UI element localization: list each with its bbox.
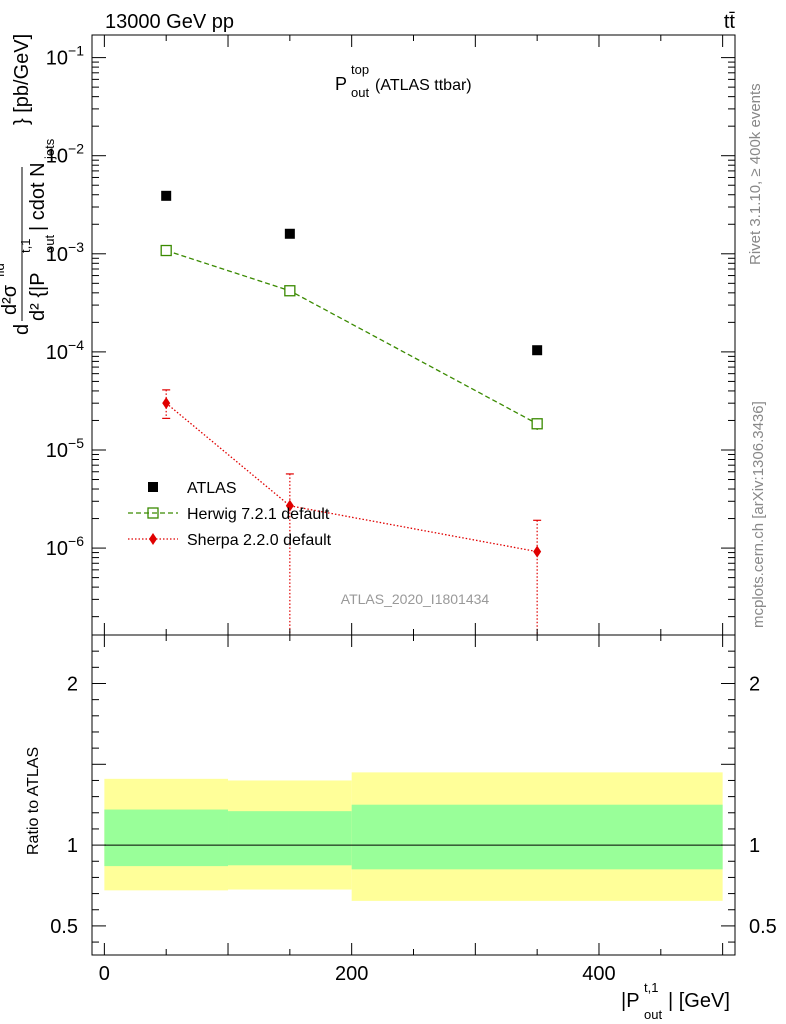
ylabel-numerator: d²σ [0,284,21,315]
sherpa-point [162,397,171,410]
y-axis-label: d d²σ fid d² {|P t,1 out | cdot N jets }… [0,34,57,335]
xlabel-main: |P [621,990,640,1012]
herwig-point [531,418,543,430]
ratio-y-tick-label-right: 2 [749,673,760,695]
title-main: P [335,74,347,94]
ylabel-sub: out [42,235,57,253]
sherpa-point [533,545,542,558]
herwig-point [284,285,296,297]
x-tick-label: 400 [582,963,615,985]
ratio-y-tick-label: 1 [67,835,78,857]
title-sup: top [351,62,369,77]
rivet-label: Rivet 3.1.10, ≥ 400k events [747,83,764,265]
ratio-panel: 0 200 400 0.5 0.5 1 1 2 2 Ratio to ATLAS |P t,1 … [25,634,777,1022]
analysis-id: ATLAS_2020_I1801434 [341,591,490,607]
plot-title: P top out (ATLAS ttbar) [335,62,472,100]
ratio-y-tick-label-right: 0.5 [749,916,777,938]
sherpa-line [165,402,538,553]
ylabel-denominator: d² {|P [27,272,49,321]
legend-marker-sherpa [149,533,157,545]
ratio-plot-marks [104,772,723,901]
main-panel: 10−1 10−2 10−3 10−4 10−5 10−6 P top out (ATLA… [0,34,736,636]
mcplots-label: mcplots.cern.ch [arXiv:1306.3436] [750,401,767,628]
y-tick-label: 10−1 [46,43,84,70]
y-tick-label: 10−4 [46,337,84,364]
ratio-y-tick-label-right: 1 [749,835,760,857]
y-tick-label: 10−3 [46,239,84,266]
ratio-y-label: Ratio to ATLAS [25,747,42,855]
ratio-axis-ticks: 0 200 400 0.5 0.5 1 1 2 2 [50,635,777,985]
x-tick-label: 0 [99,963,110,985]
xlabel-sup: t,1 [644,980,658,995]
y-tick-label: 10−5 [46,435,84,462]
ratio-y-tick-label: 2 [67,673,78,695]
atlas-point [284,228,295,239]
ratio-y-tick-label: 0.5 [50,916,78,938]
atlas-point [161,190,172,201]
atlas-point [532,345,543,356]
title-suffix: (ATLAS ttbar) [375,77,472,94]
legend-label-atlas: ATLAS [187,480,237,497]
legend-label-sherpa: Sherpa 2.2.0 default [187,532,332,549]
sherpa-point [285,499,294,512]
main-axis-ticks: 10−1 10−2 10−3 10−4 10−5 10−6 [46,35,735,635]
energy-label: 13000 GeV pp [105,11,234,33]
legend-marker-herwig [147,507,159,519]
x-tick-label: 200 [335,963,368,985]
process-label: tt̄ [724,11,736,33]
y-tick-label: 10−2 [46,141,84,168]
legend-marker-atlas [148,482,158,492]
legend-label-herwig: Herwig 7.2.1 default [187,506,330,523]
herwig-line [165,249,538,425]
y-tick-label: 10−6 [46,533,84,560]
xlabel-suffix: | [GeV] [668,990,730,1012]
ratio-band-inner [104,809,229,867]
ylabel-tail: } [pb/GeV] [11,34,33,125]
main-plot-marks [160,190,543,635]
ylabel-end: | cdot N [27,162,49,231]
ylabel-sup: t,1 [18,239,33,253]
title-sub: out [351,85,369,100]
xlabel-sub: out [644,1007,662,1022]
ylabel-sub2: jets [42,138,57,160]
ratio-band-inner [351,804,723,870]
ratio-band-inner [228,811,352,866]
herwig-point [160,244,172,257]
x-axis-label: |P t,1 out | [GeV] [621,980,730,1022]
ylabel-d: d [11,324,33,335]
legend: ATLAS Herwig 7.2.1 default Sherpa 2.2.0 … [128,480,332,549]
ylabel-numerator-sup: fid [0,263,7,277]
